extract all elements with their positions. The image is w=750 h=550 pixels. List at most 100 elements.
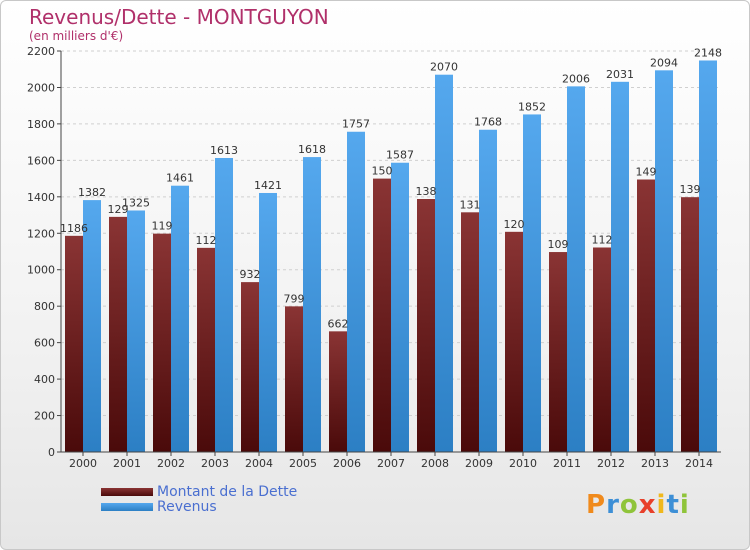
x-tick-label: 2006 [333,457,361,470]
data-label-revenus: 1587 [386,149,414,162]
bar-revenus [435,74,453,452]
bar-revenus [567,86,585,453]
bar-revenus [259,192,277,452]
bar-dette [65,235,83,452]
bar-layer [65,60,717,453]
bar-dette [285,306,303,452]
data-label-revenus: 2070 [430,61,458,74]
legend-swatch-revenus [101,503,153,511]
data-label-dette: 112 [592,233,613,246]
chart-subtitle: (en milliers d'€) [29,29,124,43]
bar-dette [109,216,127,452]
data-label-dette: 932 [240,268,261,281]
data-label-revenus: 1461 [166,172,194,185]
data-label-dette: 799 [284,292,305,305]
data-label-revenus: 2148 [694,46,722,59]
logo-letter: r [606,490,620,520]
bar-dette [417,199,435,452]
logo-letter: i [679,490,690,520]
bar-revenus [655,70,673,452]
bar-dette [241,282,259,452]
x-tick-label: 2014 [685,457,713,470]
data-label-revenus: 2094 [650,56,678,69]
data-label-dette: 1186 [60,222,88,235]
data-label-revenus: 2006 [562,72,590,85]
bar-dette [681,197,699,452]
data-label-dette: 149 [636,166,657,179]
bar-revenus [171,185,189,453]
logo-letter: i [656,490,667,520]
logo-letter: o [619,490,639,520]
data-label-revenus: 1768 [474,116,502,129]
data-label-dette: 662 [328,317,349,330]
data-label-dette: 112 [196,234,217,247]
y-tick-label: 2000 [27,81,55,94]
bar-dette [197,247,215,452]
logo-letter: P [586,490,607,520]
bar-dette [637,179,655,453]
x-tick-label: 2001 [113,457,141,470]
bar-revenus [699,60,717,452]
x-tick-label: 2005 [289,457,317,470]
legend-swatch-dette [101,488,153,496]
data-label-revenus: 1325 [122,196,150,209]
y-tick-label: 2200 [27,45,55,58]
bar-revenus [347,131,365,452]
data-label-revenus: 1757 [342,118,370,131]
x-tick-label: 2003 [201,457,229,470]
data-label-dette: 139 [680,183,701,196]
data-label-revenus: 1613 [210,144,238,157]
chart-title: Revenus/Dette - MONTGUYON [29,5,329,29]
data-label-dette: 109 [548,238,569,251]
x-tick-label: 2007 [377,457,405,470]
x-tick-label: 2009 [465,457,493,470]
y-tick-label: 800 [34,300,55,313]
y-tick-label: 0 [48,446,55,459]
y-tick-label: 1000 [27,264,55,277]
legend-label-revenus: Revenus [157,499,217,515]
axis-layer: 0 200 400 600 800 1000 1200 1400 1600 1800 2000 220… [27,45,721,470]
data-label-revenus: 1421 [254,179,282,192]
x-tick-label: 2011 [553,457,581,470]
data-label-revenus: 1618 [298,143,326,156]
legend-label-dette: Montant de la Dette [157,484,298,500]
bar-dette [505,231,523,452]
bar-dette [593,247,611,452]
bar-revenus [303,157,321,452]
bar-revenus [83,200,101,452]
data-label-dette: 129 [108,203,129,216]
y-tick-label: 200 [34,410,55,423]
y-tick-label: 400 [34,373,55,386]
bar-revenus [479,129,497,452]
bar-dette [329,331,347,452]
x-tick-label: 2008 [421,457,449,470]
bar-dette [461,212,479,452]
data-label-revenus: 1852 [518,100,546,113]
data-label-dette: 150 [372,165,393,178]
bar-revenus [127,210,145,452]
y-tick-label: 1200 [27,227,55,240]
data-label-revenus: 2031 [606,68,634,81]
logo-letter: t [666,490,680,520]
y-tick-label: 600 [34,337,55,350]
x-tick-label: 2000 [69,457,97,470]
x-tick-label: 2012 [597,457,625,470]
x-tick-label: 2002 [157,457,185,470]
data-label-dette: 119 [152,220,173,233]
bar-revenus [215,157,233,453]
proxiti-logo: Proxiti [586,490,690,520]
bar-revenus [611,81,629,453]
data-label-dette: 131 [460,198,481,211]
bar-dette [373,178,391,452]
bar-dette [549,252,567,452]
data-label-revenus: 1382 [78,186,106,199]
y-tick-label: 1600 [27,154,55,167]
x-tick-label: 2013 [641,457,669,470]
bar-revenus [391,162,409,452]
logo-letter: x [638,490,657,520]
y-tick-label: 1800 [27,118,55,131]
x-tick-label: 2010 [509,457,537,470]
